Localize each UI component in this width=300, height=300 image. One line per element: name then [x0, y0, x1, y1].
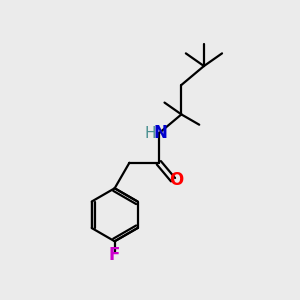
Text: O: O — [169, 171, 183, 189]
Text: H: H — [144, 126, 156, 141]
Text: N: N — [153, 124, 167, 142]
Text: F: F — [109, 245, 120, 263]
